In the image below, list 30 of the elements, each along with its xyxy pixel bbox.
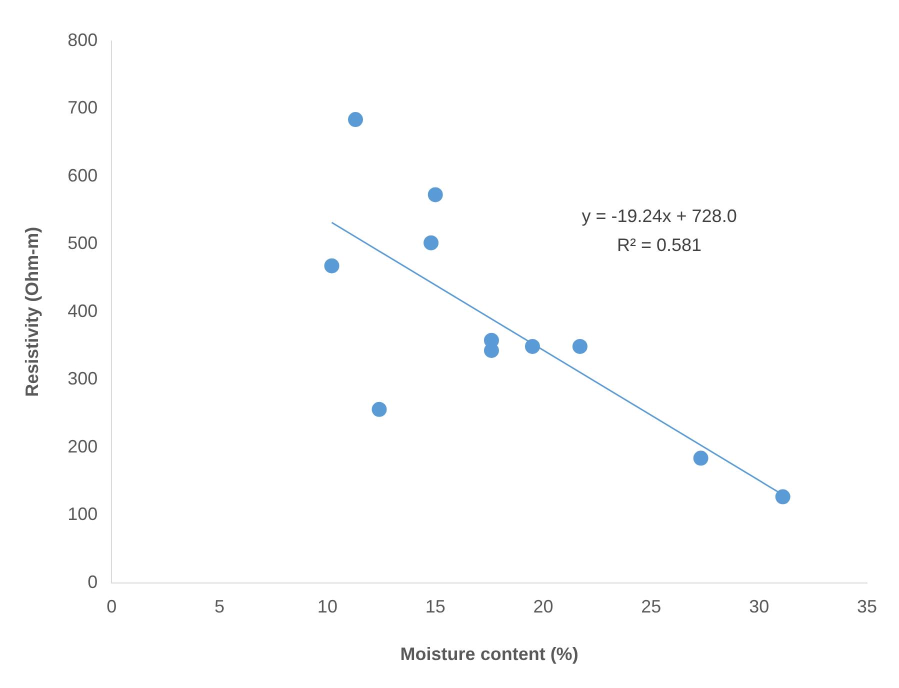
point — [348, 112, 364, 128]
x-tick-label: 5 — [214, 596, 225, 617]
x-tick-label: 30 — [749, 596, 770, 617]
point — [372, 402, 387, 417]
y-tick-label: 600 — [68, 165, 98, 186]
annotation: R² = 0.581 — [616, 235, 702, 256]
x-tick-label: 15 — [425, 596, 446, 617]
y-tick-label: 100 — [68, 504, 98, 524]
y-tick-label: 400 — [68, 300, 98, 321]
x-tick-label: 25 — [641, 596, 662, 617]
y-tick-label: 500 — [68, 233, 98, 254]
x-tick-label: 0 — [106, 596, 117, 617]
y-tick-label: 700 — [68, 98, 98, 118]
point — [524, 338, 540, 354]
point — [324, 258, 340, 274]
point — [693, 450, 708, 466]
y-axis-title: Resistivity (Ohm-m) — [22, 226, 42, 397]
x-axis-title: Moisture content (%) — [400, 644, 578, 664]
y-tick-label: 300 — [68, 368, 98, 389]
y-tick-label: 200 — [68, 436, 98, 456]
y-tick-label: 800 — [68, 30, 98, 50]
point — [424, 235, 439, 250]
point — [572, 338, 588, 354]
y-tick-label: 0 — [88, 572, 98, 592]
x-tick-label: 20 — [533, 596, 554, 617]
point — [775, 489, 790, 504]
x-tick-label: 10 — [317, 596, 338, 617]
point — [428, 187, 443, 202]
x-tick-label: 35 — [856, 596, 878, 617]
annotation: y = -19.24x + 728.0 — [582, 206, 737, 226]
